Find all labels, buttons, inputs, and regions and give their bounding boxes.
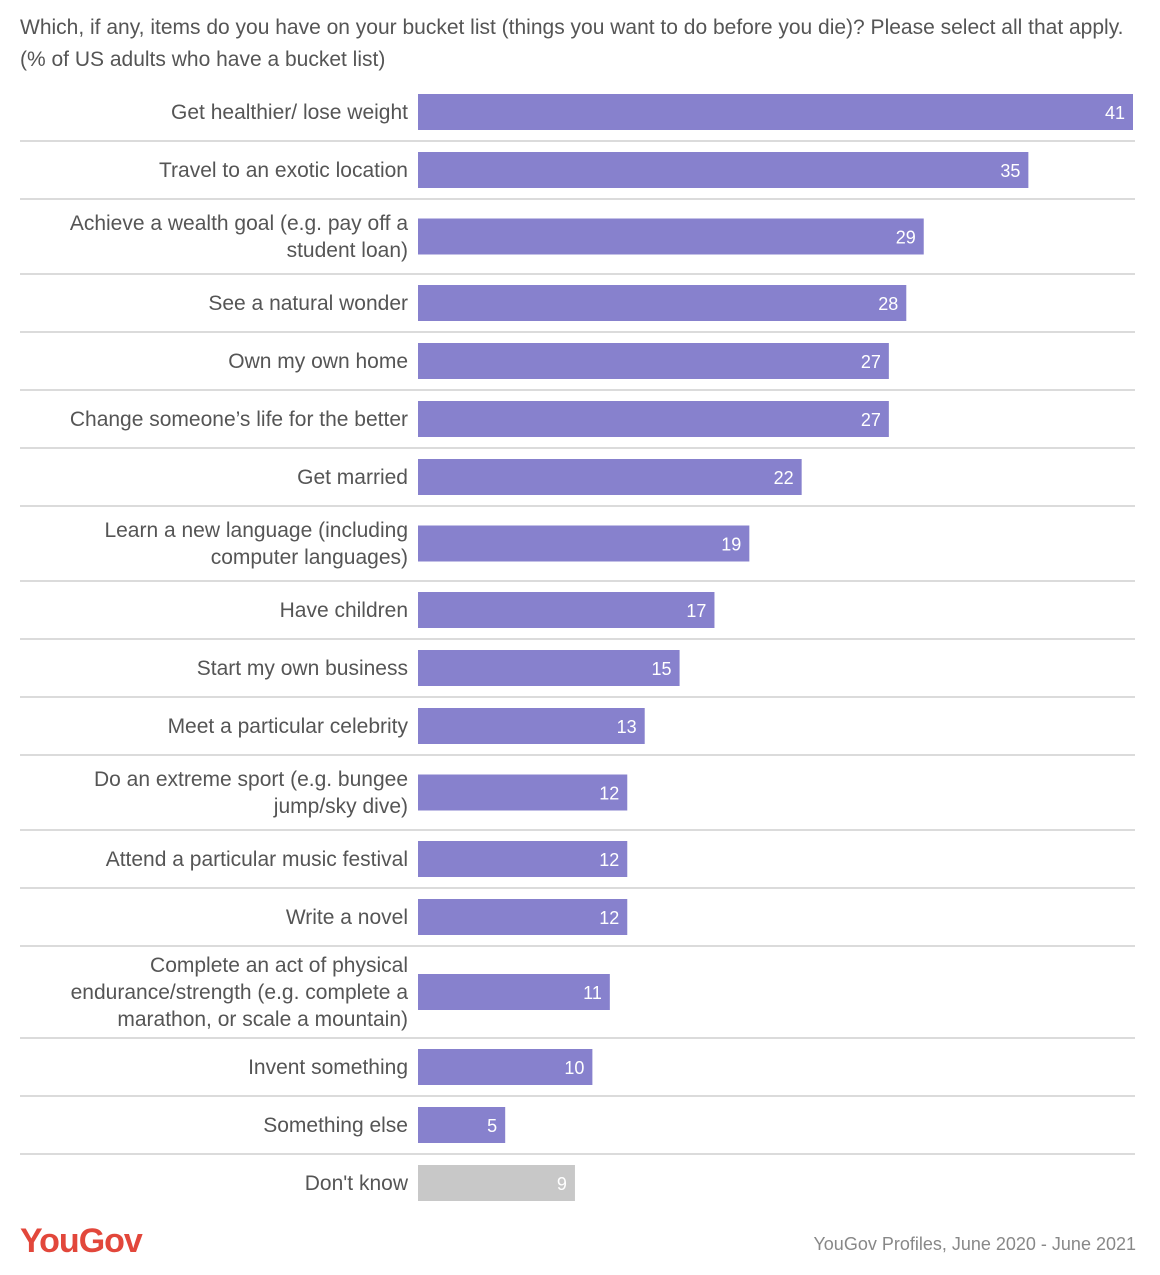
category-label: Something else: [263, 1114, 408, 1137]
bar-value-label: 41: [1105, 103, 1125, 123]
category-label: See a natural wonder: [208, 292, 408, 315]
bar: [418, 525, 750, 562]
chart-title: Which, if any, items do you have on your…: [20, 16, 1124, 71]
bar: [418, 285, 907, 321]
bar-value-label: 15: [652, 659, 672, 679]
bar-value-label: 27: [861, 352, 881, 372]
category-label: Have children: [280, 599, 408, 622]
bar: [418, 152, 1029, 188]
category-label: Achieve a wealth goal (e.g. pay off a: [70, 212, 408, 235]
bar: [418, 899, 628, 935]
bar: [418, 841, 628, 877]
bar: [418, 1049, 593, 1085]
bar-value-label: 12: [599, 908, 619, 928]
category-label: Get healthier/ lose weight: [171, 101, 408, 124]
bar: [418, 343, 889, 379]
bar: [418, 592, 715, 628]
bar: [418, 1107, 506, 1143]
category-label: Do an extreme sport (e.g. bungee: [94, 768, 408, 791]
bar-value-label: 27: [861, 410, 881, 430]
category-label: Attend a particular music festival: [106, 848, 408, 871]
category-label: Get married: [297, 466, 408, 489]
category-label: Write a novel: [286, 906, 408, 929]
bar-value-label: 17: [686, 601, 706, 621]
bar-value-label: 13: [617, 717, 637, 737]
bar: [418, 218, 924, 255]
bar-value-label: 12: [599, 784, 619, 804]
category-label: Change someone’s life for the better: [70, 408, 408, 431]
bar: [418, 94, 1133, 130]
bar: [418, 459, 802, 495]
category-label: Don't know: [305, 1172, 409, 1195]
bar: [418, 401, 889, 437]
category-label: Invent something: [248, 1056, 408, 1079]
category-label: marathon, or scale a mountain): [117, 1008, 408, 1031]
yougov-logo: YouGov: [20, 1222, 143, 1261]
bar: [418, 1165, 575, 1201]
bar-value-label: 28: [878, 294, 898, 314]
bar: [418, 974, 610, 1010]
bar-value-label: 10: [564, 1058, 584, 1078]
category-label: Learn a new language (including: [104, 519, 408, 542]
bar-value-label: 22: [774, 468, 794, 488]
bar-value-label: 11: [583, 983, 602, 1003]
bar-value-label: 12: [599, 850, 619, 870]
logo-text: YouGov: [20, 1222, 143, 1260]
category-label: jump/sky dive): [273, 795, 408, 818]
bar-value-label: 29: [896, 228, 916, 248]
category-label: Start my own business: [197, 657, 408, 680]
bar: [418, 708, 645, 744]
bar-value-label: 35: [1000, 161, 1020, 181]
bar: [418, 650, 680, 686]
category-label: Meet a particular celebrity: [168, 715, 409, 738]
category-label: Travel to an exotic location: [159, 159, 408, 182]
category-label: Complete an act of physical: [150, 954, 408, 977]
category-label: student loan): [287, 239, 408, 262]
bar-value-label: 9: [557, 1174, 567, 1194]
category-label: Own my own home: [228, 350, 408, 373]
source-note: YouGov Profiles, June 2020 - June 2021: [813, 1234, 1136, 1254]
bar-value-label: 19: [721, 535, 741, 555]
category-label: computer languages): [211, 546, 408, 569]
bar-value-label: 5: [487, 1116, 497, 1136]
category-label: endurance/strength (e.g. complete a: [71, 981, 409, 1004]
bar: [418, 774, 628, 811]
